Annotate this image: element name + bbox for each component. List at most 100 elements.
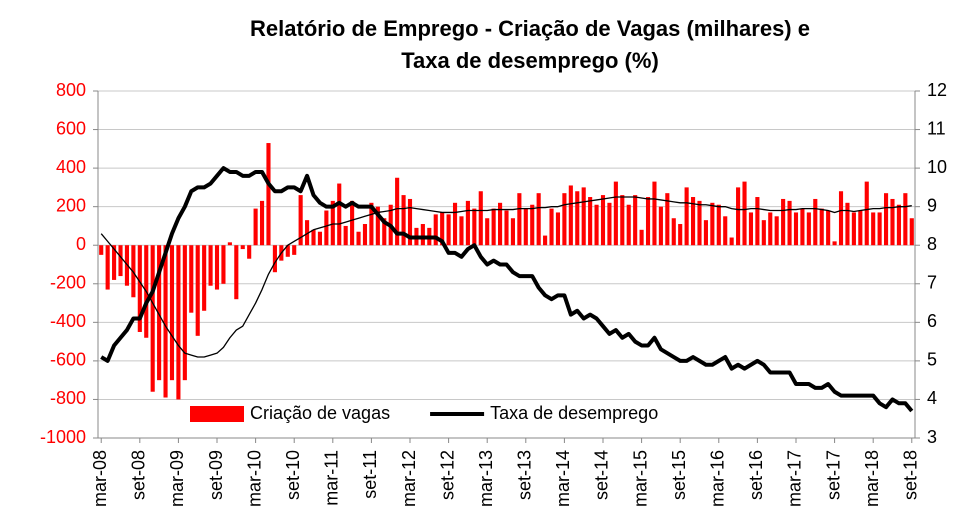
bar bbox=[112, 245, 117, 280]
y2-tick-label: 7 bbox=[927, 273, 937, 293]
y-tick-label: -1000 bbox=[40, 427, 86, 447]
y2-tick-label: 12 bbox=[927, 80, 947, 100]
y2-tick-label: 6 bbox=[927, 311, 937, 331]
x-tick-label: mar-15 bbox=[630, 450, 650, 507]
bar bbox=[530, 204, 535, 246]
x-tick-label: set-11 bbox=[360, 450, 380, 499]
bar bbox=[768, 212, 773, 246]
bar bbox=[665, 193, 670, 246]
bar bbox=[639, 229, 644, 246]
bar bbox=[105, 245, 110, 290]
bar bbox=[420, 224, 425, 246]
x-tick-label: mar-18 bbox=[862, 450, 882, 507]
y2-tick-label: 5 bbox=[927, 350, 937, 370]
y2-tick-label: 10 bbox=[927, 157, 947, 177]
bar bbox=[729, 237, 734, 246]
y-tick-label: 200 bbox=[56, 195, 86, 215]
bar bbox=[787, 200, 792, 246]
y2-tick-label: 8 bbox=[927, 234, 937, 254]
bar bbox=[658, 206, 663, 246]
x-tick-label: set-15 bbox=[669, 450, 689, 500]
x-tick-label: mar-14 bbox=[553, 450, 573, 507]
bar bbox=[189, 245, 194, 313]
x-tick-label: set-14 bbox=[592, 450, 612, 500]
x-tick-label: mar-08 bbox=[90, 450, 110, 507]
bar bbox=[253, 208, 258, 246]
y-tick-label: 0 bbox=[76, 234, 86, 254]
bar bbox=[343, 225, 348, 246]
bar bbox=[864, 181, 869, 246]
x-tick-label: mar-13 bbox=[476, 450, 496, 507]
bar bbox=[157, 245, 162, 381]
bar bbox=[909, 218, 914, 246]
bar bbox=[259, 200, 265, 246]
bar bbox=[594, 204, 599, 246]
bar bbox=[350, 200, 355, 246]
bar bbox=[182, 245, 187, 381]
bar bbox=[543, 235, 548, 246]
x-tick-label: set-10 bbox=[283, 450, 303, 500]
bar bbox=[99, 245, 104, 255]
bar bbox=[588, 197, 593, 246]
bar bbox=[485, 218, 490, 246]
legend-label: Criação de vagas bbox=[250, 403, 390, 423]
bar bbox=[781, 198, 786, 246]
legend-label: Taxa de desemprego bbox=[490, 403, 658, 423]
bar bbox=[305, 220, 310, 246]
bar bbox=[549, 208, 554, 246]
bar bbox=[761, 220, 766, 246]
y-tick-label: 400 bbox=[56, 157, 86, 177]
x-tick-label: mar-10 bbox=[244, 450, 264, 507]
bar bbox=[491, 208, 496, 246]
bar bbox=[723, 216, 728, 246]
bar bbox=[247, 245, 252, 259]
bar bbox=[311, 229, 316, 246]
bar bbox=[195, 245, 200, 336]
bar bbox=[401, 195, 406, 246]
bar bbox=[633, 195, 638, 246]
bar bbox=[137, 245, 142, 332]
bar bbox=[607, 202, 612, 246]
x-tick-label: mar-17 bbox=[785, 450, 805, 507]
bar bbox=[214, 245, 220, 290]
bar bbox=[465, 200, 470, 246]
y2-tick-label: 11 bbox=[927, 118, 946, 138]
bar bbox=[375, 206, 380, 246]
bar bbox=[826, 210, 831, 246]
bar bbox=[356, 231, 361, 246]
bar bbox=[562, 193, 567, 246]
bar bbox=[369, 202, 374, 246]
bar bbox=[845, 202, 850, 246]
bar bbox=[285, 245, 290, 257]
x-tick-label: set-13 bbox=[515, 450, 535, 500]
bar bbox=[169, 245, 175, 381]
bar bbox=[774, 216, 779, 246]
y-tick-label: -800 bbox=[50, 388, 86, 408]
bar bbox=[240, 245, 245, 250]
y-tick-label: -200 bbox=[50, 273, 86, 293]
x-tick-label: set-08 bbox=[129, 450, 149, 500]
bar bbox=[324, 210, 329, 246]
x-tick-label: mar-11 bbox=[322, 450, 342, 506]
bar bbox=[600, 195, 606, 246]
y-tick-label: 800 bbox=[56, 80, 86, 100]
bar bbox=[742, 181, 747, 246]
line bbox=[100, 166, 914, 413]
bar bbox=[504, 210, 509, 246]
x-tick-label: set-18 bbox=[901, 450, 921, 500]
bar bbox=[684, 187, 689, 246]
bar bbox=[118, 245, 123, 277]
bar bbox=[838, 191, 844, 246]
bar bbox=[337, 183, 342, 246]
bar bbox=[613, 181, 618, 246]
bar bbox=[703, 220, 708, 246]
bar bbox=[691, 197, 696, 246]
bar bbox=[517, 193, 522, 246]
bar bbox=[890, 198, 895, 246]
bar bbox=[697, 200, 702, 246]
x-tick-label: set-17 bbox=[823, 450, 843, 500]
bar bbox=[575, 191, 580, 246]
bar bbox=[446, 214, 451, 246]
bar bbox=[472, 208, 477, 246]
